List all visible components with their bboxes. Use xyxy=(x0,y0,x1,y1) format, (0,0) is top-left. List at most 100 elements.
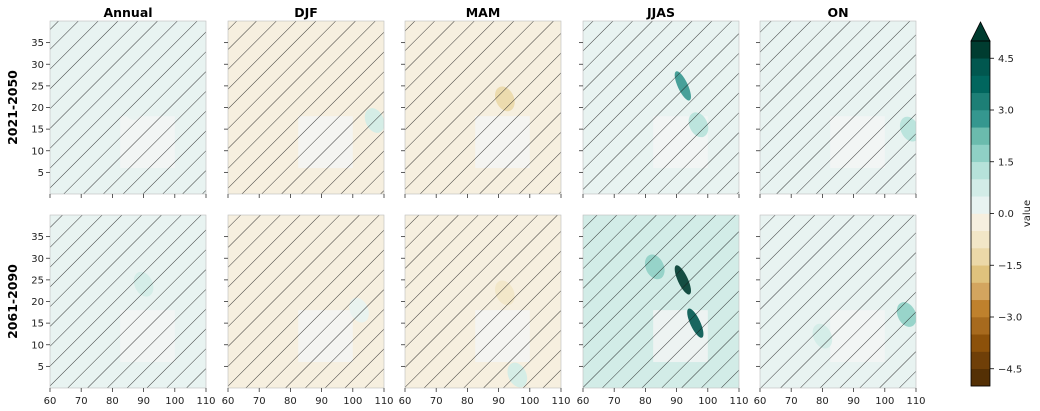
colorbar-tick-label: 0.0 xyxy=(998,209,1014,220)
colorbar-segment xyxy=(971,213,990,232)
x-tick-label: 60 xyxy=(399,396,412,407)
significance-hatching xyxy=(583,21,739,194)
panel-2061-2090-DJF: 60 70 80 90 100 110 xyxy=(222,214,394,407)
colorbar-tick-label: 3.0 xyxy=(998,106,1014,117)
x-tick-label: 100 xyxy=(698,396,717,407)
x-tick-label: 110 xyxy=(729,396,748,407)
panel-2021-2050-Annual: 5 10 15 20 25 30 35 xyxy=(31,20,207,198)
x-tick-label: 70 xyxy=(608,396,621,407)
panel-2021-2050-ON xyxy=(756,20,917,198)
colorbar-segment xyxy=(971,110,990,128)
colorbar-segment xyxy=(971,351,990,370)
x-tick-label: 80 xyxy=(106,396,119,407)
colorbar-segment xyxy=(971,196,990,214)
colorbar-segment xyxy=(971,144,990,163)
x-tick-label: 70 xyxy=(75,396,88,407)
x-tick-label: 80 xyxy=(461,396,474,407)
x-tick-label: 100 xyxy=(343,396,362,407)
colorbar-segment xyxy=(971,317,990,335)
colorbar-segment xyxy=(971,368,990,387)
x-tick-label: 90 xyxy=(315,396,328,407)
colorbar-segment xyxy=(971,41,990,59)
colorbar-tick-label: 1.5 xyxy=(998,157,1014,168)
x-tick-label: 110 xyxy=(374,396,393,407)
colorbar-segment xyxy=(971,334,990,352)
x-tick-label: 90 xyxy=(847,396,860,407)
row-label: 2061-2090 xyxy=(5,264,20,339)
y-tick-label: 25 xyxy=(31,275,44,286)
y-tick-label: 20 xyxy=(31,103,44,114)
y-tick-label: 10 xyxy=(31,146,44,157)
colorbar-segment xyxy=(971,127,990,145)
colorbar-segment xyxy=(971,92,990,111)
y-tick-label: 25 xyxy=(31,81,44,92)
y-tick-label: 15 xyxy=(31,319,44,330)
colorbar-tick-label: −1.5 xyxy=(998,261,1022,272)
column-title: MAM xyxy=(466,5,501,20)
x-tick-label: 90 xyxy=(492,396,505,407)
y-tick-label: 20 xyxy=(31,297,44,308)
significance-hatching xyxy=(405,21,561,194)
y-tick-label: 30 xyxy=(31,60,44,71)
x-tick-label: 100 xyxy=(875,396,894,407)
x-tick-label: 80 xyxy=(639,396,652,407)
panel-2061-2090-ON: 60 70 80 90 100 110 xyxy=(754,214,926,407)
y-tick-label: 35 xyxy=(31,38,44,49)
colorbar-segment xyxy=(971,161,990,180)
panel-2061-2090-JJAS: 60 70 80 90 100 110 xyxy=(577,214,749,407)
panel-grid: 5 10 15 20 25 30 35 60 70 80 90 100 110 5 10 15 20 25 30 35… xyxy=(5,5,926,407)
significance-hatching xyxy=(50,21,206,194)
x-tick-label: 80 xyxy=(816,396,829,407)
x-tick-label: 60 xyxy=(222,396,235,407)
x-tick-label: 90 xyxy=(137,396,150,407)
x-tick-label: 100 xyxy=(520,396,539,407)
colorbar-segment xyxy=(971,230,990,249)
x-tick-label: 110 xyxy=(906,396,925,407)
colorbar-tick-label: −3.0 xyxy=(998,313,1022,324)
x-tick-label: 60 xyxy=(754,396,767,407)
x-tick-label: 60 xyxy=(577,396,590,407)
y-tick-label: 30 xyxy=(31,254,44,265)
colorbar-tick-label: −4.5 xyxy=(998,364,1022,375)
panel-2061-2090-MAM: 60 70 80 90 100 110 xyxy=(399,214,571,407)
column-title: DJF xyxy=(294,5,318,20)
colorbar-segment xyxy=(971,179,990,197)
colorbar: −4.5 −3.0 −1.5 0.0 1.5 3.0 4.5 value xyxy=(970,21,1033,387)
colorbar-label: value xyxy=(1022,200,1033,227)
x-tick-label: 110 xyxy=(551,396,570,407)
significance-hatching xyxy=(760,21,916,194)
x-tick-label: 90 xyxy=(670,396,683,407)
row-label: 2021-2050 xyxy=(5,70,20,145)
x-tick-label: 80 xyxy=(284,396,297,407)
colorbar-tick-label: 4.5 xyxy=(998,54,1014,65)
panel-2021-2050-DJF xyxy=(224,20,385,198)
colorbar-segment xyxy=(971,299,990,318)
x-tick-label: 70 xyxy=(253,396,266,407)
y-tick-label: 5 xyxy=(38,168,44,179)
x-tick-label: 70 xyxy=(430,396,443,407)
significance-hatching xyxy=(760,215,916,388)
colorbar-segment xyxy=(971,58,990,76)
panel-2021-2050-MAM xyxy=(401,20,562,198)
colorbar-segment xyxy=(971,248,990,266)
significance-hatching xyxy=(228,21,384,194)
panel-2021-2050-JJAS xyxy=(579,20,740,198)
significance-hatching xyxy=(50,215,206,388)
significance-hatching xyxy=(583,215,739,388)
y-tick-label: 15 xyxy=(31,125,44,136)
panel-2061-2090-Annual: 60 70 80 90 100 110 5 10 15 20 25 30 35 xyxy=(31,214,216,407)
colorbar-extend-arrow xyxy=(970,21,991,42)
significance-hatching xyxy=(405,215,561,388)
colorbar-segment xyxy=(971,282,990,301)
x-tick-label: 70 xyxy=(785,396,798,407)
column-title: Annual xyxy=(103,5,152,20)
x-tick-label: 100 xyxy=(165,396,184,407)
colorbar-segment xyxy=(971,75,990,94)
y-tick-label: 10 xyxy=(31,340,44,351)
y-tick-label: 5 xyxy=(38,362,44,373)
y-tick-label: 35 xyxy=(31,232,44,243)
x-tick-label: 60 xyxy=(44,396,57,407)
colorbar-segment xyxy=(971,265,990,283)
x-tick-label: 110 xyxy=(196,396,215,407)
